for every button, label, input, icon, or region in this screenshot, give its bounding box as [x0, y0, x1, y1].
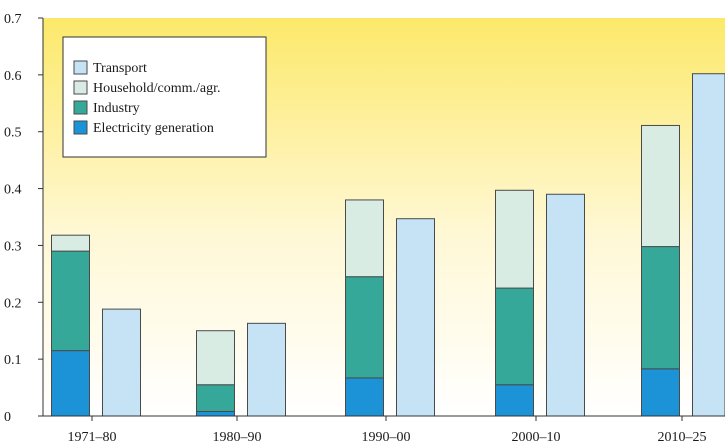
legend-swatch-electricity — [73, 120, 88, 135]
bar-electricity-4 — [641, 368, 680, 417]
bar-transport-3 — [546, 193, 585, 417]
bar-industry-1 — [196, 384, 235, 412]
legend-swatch-industry — [73, 100, 88, 115]
legend-box — [62, 36, 267, 158]
x-tick-label: 2010–25 — [658, 430, 707, 445]
y-tick-label: 0.2 — [4, 296, 22, 311]
y-tick-label: 0.4 — [4, 183, 22, 198]
legend-label-transport: Transport — [93, 61, 147, 76]
y-tick-label: 0.3 — [4, 239, 22, 254]
bar-transport-0 — [102, 308, 141, 417]
y-tick-label: 0.6 — [4, 69, 22, 84]
bar-industry-0 — [51, 250, 90, 352]
legend-label-household: Household/comm./agr. — [93, 81, 221, 96]
legend-swatch-household — [73, 80, 88, 95]
legend-swatch-transport — [73, 60, 88, 75]
x-tick-label: 1971–80 — [68, 430, 117, 445]
bar-household-1 — [196, 330, 235, 386]
y-tick-label: 0.7 — [4, 12, 22, 27]
y-axis-ticks: 0 0.1 0.2 0.3 0.4 0.5 0.6 0.7 — [4, 12, 43, 425]
bar-industry-4 — [641, 246, 680, 370]
y-tick-label: 0.1 — [4, 353, 22, 368]
y-tick-label: 0.5 — [4, 126, 22, 141]
x-tick-label: 1980–90 — [213, 430, 262, 445]
bar-household-0 — [51, 234, 90, 252]
y-tick-label: 0 — [4, 410, 11, 425]
bar-industry-3 — [495, 287, 534, 386]
bar-transport-4 — [692, 73, 725, 417]
bar-household-3 — [495, 189, 534, 289]
bar-household-2 — [345, 199, 384, 278]
bar-household-4 — [641, 124, 680, 248]
legend-label-industry: Industry — [93, 101, 140, 116]
x-tick-label: 1990–00 — [362, 430, 411, 445]
bar-electricity-1 — [196, 410, 235, 417]
x-tick-label: 2000–10 — [512, 430, 561, 445]
bar-transport-2 — [396, 218, 435, 417]
bar-transport-1 — [247, 322, 286, 417]
x-axis-labels: 1971–80 1980–90 1990–00 2000–10 2010–25 — [68, 416, 707, 445]
legend-label-electricity: Electricity generation — [93, 121, 214, 136]
bar-industry-2 — [345, 276, 384, 379]
bar-electricity-3 — [495, 384, 534, 417]
legend: Transport Household/comm./agr. Industry … — [62, 36, 267, 158]
bar-electricity-0 — [51, 350, 90, 417]
bars-group — [51, 73, 725, 417]
bar-electricity-2 — [345, 377, 384, 417]
